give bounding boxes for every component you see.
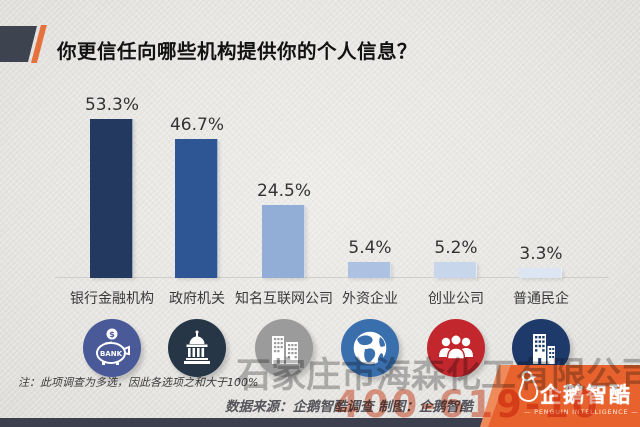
bar bbox=[175, 139, 219, 278]
chart-baseline bbox=[55, 277, 608, 278]
penguin-intelligence-logo: 企鹅智酷 — PENGUIN INTELLIGENCE — bbox=[488, 365, 640, 427]
svg-text:BANK: BANK bbox=[100, 350, 123, 358]
category-label: 知名互联网公司 bbox=[235, 291, 333, 307]
category-label: 银行金融机构 bbox=[70, 291, 154, 307]
category-label: 普通民企 bbox=[513, 291, 569, 307]
bottom-bar bbox=[0, 418, 640, 427]
title-decoration-block bbox=[0, 26, 37, 62]
bar bbox=[90, 119, 134, 278]
data-source: 数据来源：企鹅智酷调查 制图：企鹅智酷 bbox=[225, 399, 473, 415]
chart-column: 53.3% 银行金融机构 $ BANK bbox=[62, 95, 162, 377]
logo-subtitle: — PENGUIN INTELLIGENCE — bbox=[524, 408, 639, 416]
bar bbox=[348, 262, 392, 278]
people-group-icon bbox=[427, 319, 485, 377]
bar-value-label: 46.7% bbox=[169, 115, 224, 135]
capitol-building-icon bbox=[168, 319, 226, 377]
bar bbox=[519, 268, 563, 278]
bar-value-label: 5.4% bbox=[348, 238, 392, 258]
bar-value-label: 24.5% bbox=[256, 181, 311, 201]
watermark-company: 石家庄市海森化工有限公司 bbox=[236, 356, 640, 396]
bar-value-label: 53.3% bbox=[84, 95, 139, 115]
category-label: 政府机关 bbox=[169, 291, 225, 307]
bar bbox=[262, 205, 306, 278]
chart-column: 5.2% 创业公司 bbox=[406, 95, 506, 377]
bar-value-label: 5.2% bbox=[434, 238, 478, 258]
chart-column: 24.5% 知名互联网公司 bbox=[234, 95, 334, 377]
chart-column: 46.7% 政府机关 bbox=[147, 95, 247, 377]
watermark-phone: 400-619-10 bbox=[334, 383, 601, 426]
chart-column: 3.3% 普通民企 bbox=[491, 95, 591, 377]
category-label: 创业公司 bbox=[428, 291, 484, 307]
chart-column: 5.4% 外资企业 bbox=[320, 95, 420, 377]
bar bbox=[434, 262, 478, 278]
globe-icon bbox=[341, 319, 399, 377]
category-label: 外资企业 bbox=[342, 291, 398, 307]
penguin-icon bbox=[518, 370, 539, 402]
page-title: 你更信任向哪些机构提供你的个人信息？ bbox=[57, 40, 418, 63]
survey-note: 注：此项调查为多选，因此各选项之和大于100% bbox=[18, 376, 259, 389]
office-buildings-icon bbox=[255, 319, 313, 377]
piggy-bank-icon: $ BANK bbox=[83, 319, 141, 377]
logo-name: 企鹅智酷 bbox=[540, 383, 632, 407]
bar-value-label: 3.3% bbox=[519, 244, 563, 264]
svg-text:$: $ bbox=[109, 330, 115, 339]
